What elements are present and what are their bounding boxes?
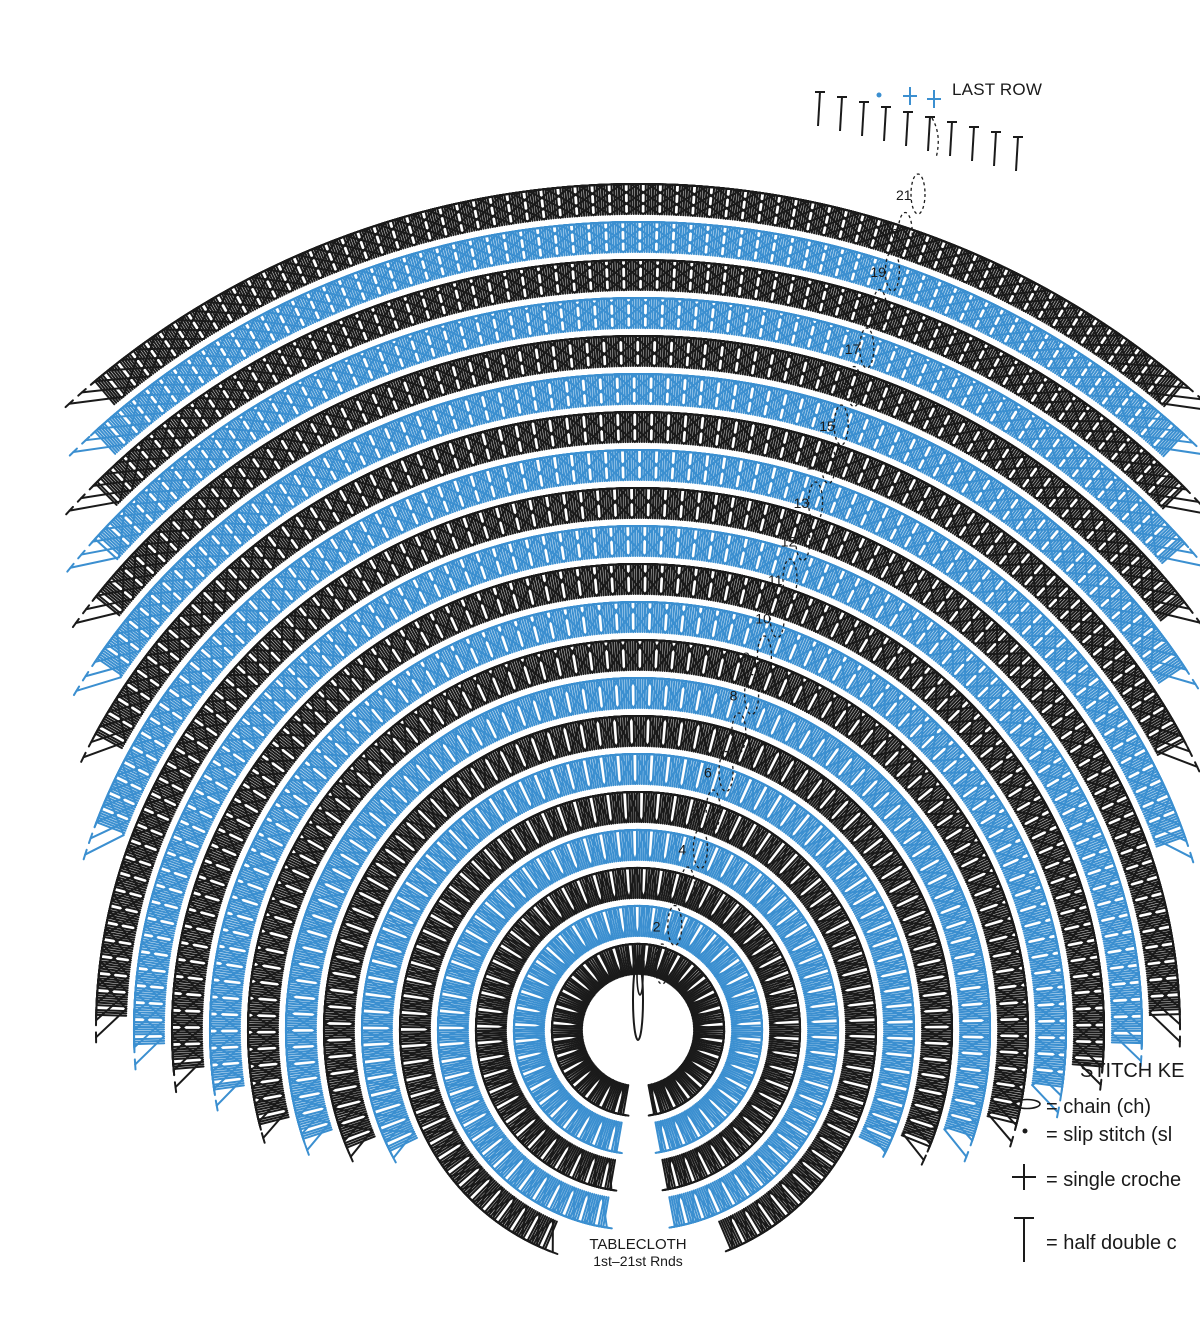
stitch-rounds: [64, 182, 1200, 1255]
hdc-increase-stitch: [625, 714, 672, 748]
hdc-stitch: [647, 1084, 661, 1117]
hdc-increase-stitch: [608, 715, 655, 748]
hdc-increase-stitch: [920, 1003, 953, 1051]
hdc-increase-stitch: [323, 1000, 356, 1047]
